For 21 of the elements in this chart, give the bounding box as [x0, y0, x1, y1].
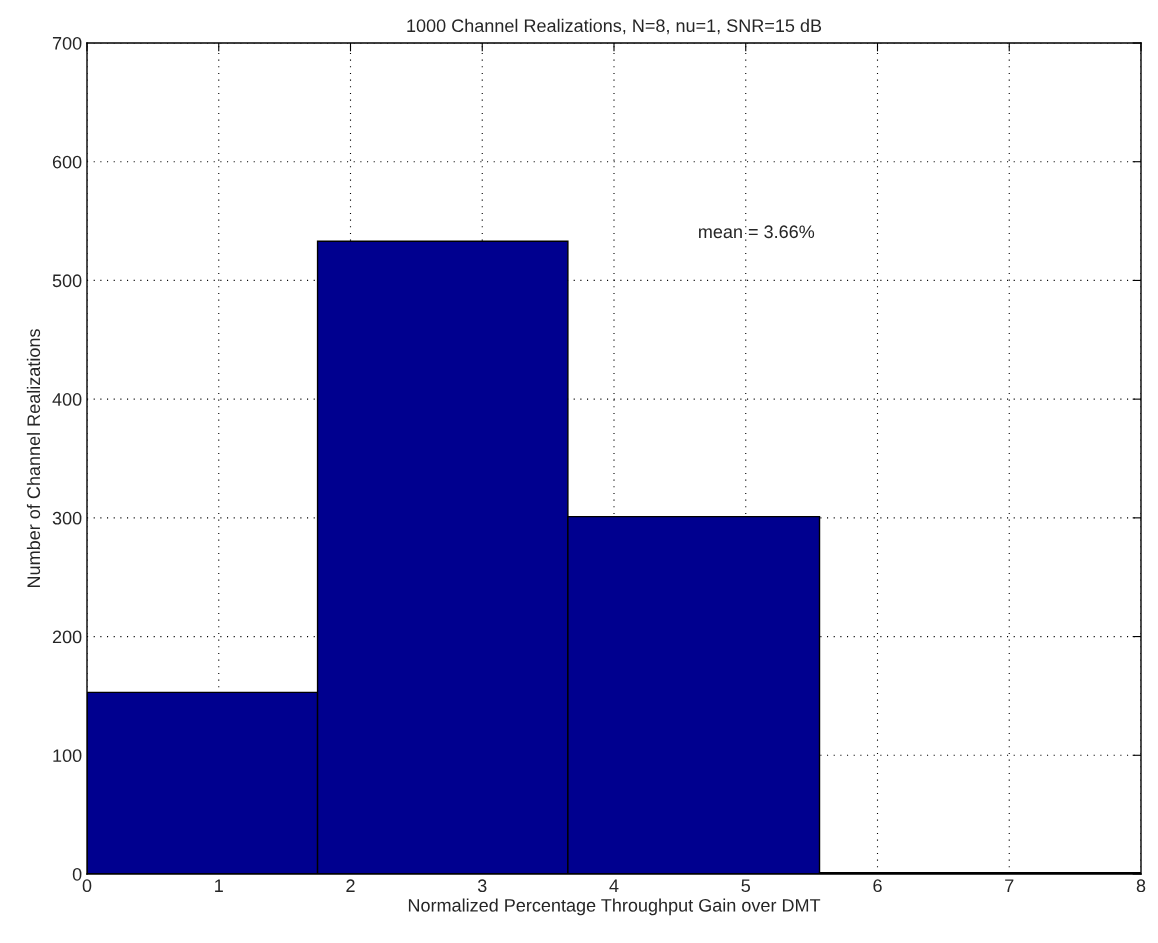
- x-tick-label: 4: [609, 879, 619, 892]
- x-axis-title: Normalized Percentage Throughput Gain over DMT: [408, 898, 821, 916]
- y-axis-title: Number of Channel Realizations: [26, 329, 41, 587]
- y-tick-label: 200: [52, 630, 82, 644]
- y-tick-label: 100: [53, 749, 82, 763]
- y-tick-label: 600: [52, 155, 82, 169]
- annotation: mean = 3.66%: [699, 225, 815, 239]
- y-tick-label: 300: [52, 511, 82, 525]
- x-tick-label: 0: [82, 879, 92, 893]
- x-tick-label: 1: [215, 879, 223, 892]
- x-tick-label: 8: [1136, 879, 1146, 893]
- x-tick-label: 6: [873, 879, 882, 893]
- y-tick-label: 400: [52, 393, 82, 406]
- y-tick-label: 0: [72, 867, 82, 881]
- x-tick-label: 2: [346, 879, 355, 892]
- x-tick-label: 7: [1005, 879, 1014, 892]
- y-tick-label: 700: [52, 36, 82, 50]
- chart-title: 1000 Channel Realizations, N=8, nu=1, SNR=15 dB: [407, 18, 822, 35]
- x-tick-label: 5: [741, 879, 751, 893]
- y-tick-label: 500: [52, 274, 82, 288]
- x-tick-label: 3: [477, 879, 487, 893]
